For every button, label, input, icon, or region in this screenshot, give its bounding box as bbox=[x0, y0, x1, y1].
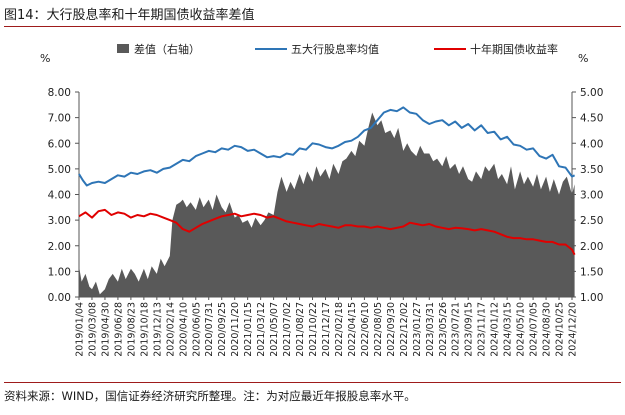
left-tick-label: 1.00 bbox=[48, 266, 71, 278]
x-tick-label: 2024/03/15 bbox=[503, 302, 514, 357]
x-tick-label: 2024/10/25 bbox=[555, 302, 566, 357]
right-tick-label: 3.50 bbox=[580, 164, 603, 176]
left-axis-unit: % bbox=[40, 52, 50, 65]
x-tick-label: 2020/04/10 bbox=[178, 302, 189, 357]
x-tick-label: 2019/08/23 bbox=[126, 302, 137, 357]
x-tick-label: 2022/04/15 bbox=[347, 302, 358, 357]
x-tick-label: 2020/11/20 bbox=[230, 302, 241, 357]
x-tick-label: 2019/10/18 bbox=[139, 302, 150, 357]
legend-label-spread: 差值（右轴） bbox=[134, 42, 200, 56]
left-tick-label: 2.00 bbox=[48, 241, 71, 253]
legend-label-bond: 十年期国债收益率 bbox=[470, 42, 558, 56]
source-note: 资料来源：WIND，国信证券经济研究所整理。注：为对应最近年报股息率水平。 bbox=[4, 389, 416, 403]
series-line-dividend bbox=[78, 106, 576, 187]
x-tick-label: 2021/03/12 bbox=[256, 302, 267, 357]
x-tick-label: 2021/01/15 bbox=[243, 302, 254, 357]
x-tick-label: 2021/12/17 bbox=[321, 302, 332, 357]
figure-title: 图14：大行股息率和十年期国债收益率差值 bbox=[4, 8, 255, 23]
top-rule bbox=[4, 26, 621, 27]
right-tick-label: 2.50 bbox=[580, 215, 603, 227]
left-tick-label: 5.00 bbox=[48, 164, 71, 176]
right-tick-label: 4.50 bbox=[580, 113, 603, 125]
x-tick-label: 2019/01/04 bbox=[75, 302, 86, 357]
right-tick-label: 2.00 bbox=[580, 241, 603, 253]
x-tick-label: 2024/01/12 bbox=[490, 302, 501, 357]
x-tick-label: 2021/08/27 bbox=[295, 302, 306, 357]
x-tick-label: 2024/05/10 bbox=[516, 302, 527, 357]
x-tick-label: 2024/12/20 bbox=[568, 302, 579, 357]
left-tick-label: 7.00 bbox=[48, 113, 71, 125]
series-lines bbox=[78, 106, 576, 256]
tick-labels: 8.00 7.00 6.00 5.00 4.00 3.00 2.00 1.00 0.00 5.00… bbox=[48, 87, 604, 357]
right-tick-label: 1.50 bbox=[580, 266, 603, 278]
x-tick-label: 2022/09/30 bbox=[386, 302, 397, 357]
x-tick-label: 2021/10/22 bbox=[308, 302, 319, 357]
legend: 差值（右轴） 五大行股息率均值 十年期国债收益率 bbox=[117, 42, 558, 56]
plot-area bbox=[79, 112, 575, 297]
x-tick-label: 2024/08/30 bbox=[542, 302, 553, 357]
x-tick-label: 2020/09/25 bbox=[217, 302, 228, 357]
right-tick-label: 1.00 bbox=[580, 292, 603, 304]
x-tick-label: 2019/06/28 bbox=[113, 302, 124, 357]
legend-label-dividend: 五大行股息率均值 bbox=[291, 42, 379, 56]
x-tick-label: 2022/08/05 bbox=[373, 302, 384, 357]
left-tick-label: 0.00 bbox=[48, 292, 71, 304]
right-tick-label: 4.00 bbox=[580, 138, 603, 150]
left-tick-label: 3.00 bbox=[48, 215, 71, 227]
left-tick-label: 4.00 bbox=[48, 190, 71, 202]
chart: 差值（右轴） 五大行股息率均值 十年期国债收益率 % % 8.00 7.00 6.0… bbox=[40, 42, 604, 357]
series-line-bond bbox=[78, 208, 576, 256]
legend-swatch-spread bbox=[117, 44, 129, 53]
x-tick-label: 2023/05/26 bbox=[438, 302, 449, 357]
x-tick-label: 2022/02/18 bbox=[334, 302, 345, 357]
x-tick-label: 2019/12/13 bbox=[152, 302, 163, 357]
right-tick-label: 3.00 bbox=[580, 190, 603, 202]
x-tick-label: 2023/03/31 bbox=[425, 302, 436, 357]
x-tick-label: 2023/01/27 bbox=[412, 302, 423, 357]
x-tick-label: 2022/12/02 bbox=[399, 302, 410, 357]
x-tick-label: 2019/04/30 bbox=[100, 302, 111, 357]
x-tick-label: 2020/07/31 bbox=[204, 302, 215, 357]
right-tick-label: 5.00 bbox=[580, 87, 603, 99]
x-tick-label: 2021/07/02 bbox=[282, 302, 293, 357]
x-tick-label: 2023/09/15 bbox=[464, 302, 475, 357]
x-tick-label: 2020/02/14 bbox=[165, 302, 176, 357]
left-tick-label: 6.00 bbox=[48, 138, 71, 150]
x-tick-label: 2023/07/21 bbox=[451, 302, 462, 357]
right-axis-unit: % bbox=[578, 52, 588, 65]
x-tick-label: 2019/03/08 bbox=[88, 302, 99, 357]
series-area-spread bbox=[79, 112, 575, 297]
bottom-rule bbox=[4, 382, 621, 383]
x-tick-label: 2020/06/05 bbox=[191, 302, 202, 357]
x-tick-label: 2024/07/05 bbox=[529, 302, 540, 357]
left-tick-label: 8.00 bbox=[48, 87, 71, 99]
x-tick-label: 2022/06/10 bbox=[360, 302, 371, 357]
x-tick-label: 2021/05/07 bbox=[269, 302, 280, 357]
x-tick-label: 2023/11/17 bbox=[477, 302, 488, 357]
